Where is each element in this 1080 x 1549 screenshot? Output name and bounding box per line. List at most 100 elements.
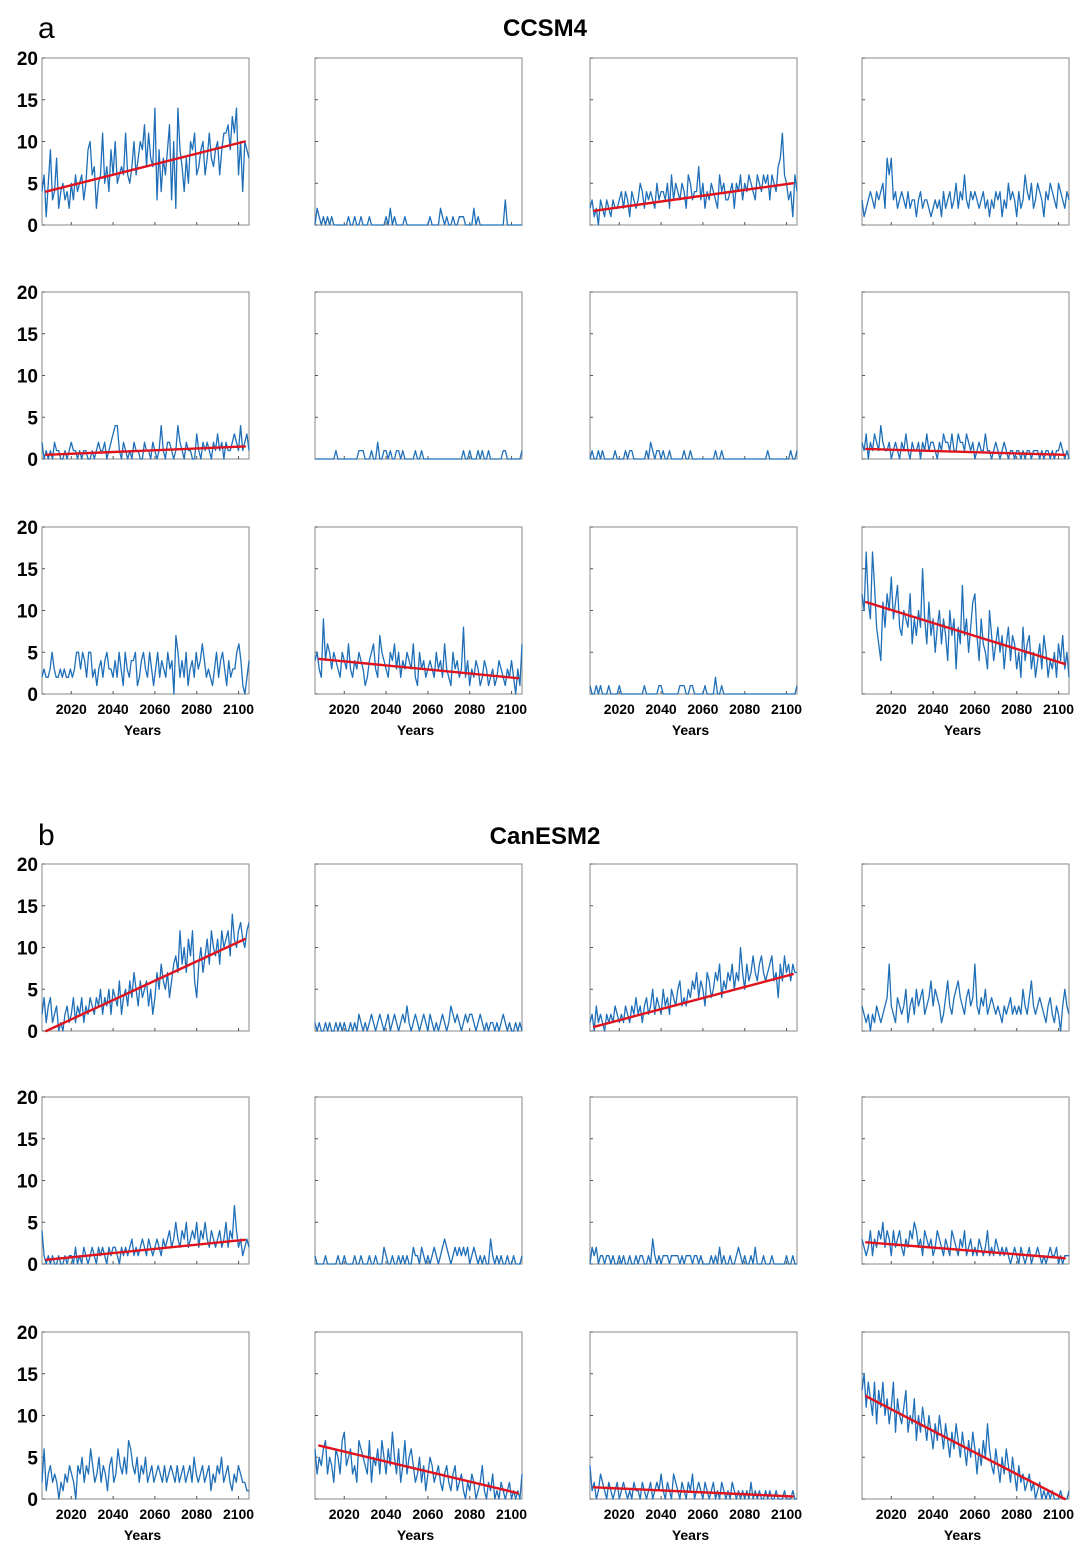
subplot-a-r3c2: 2020 2040 2060 2080 2100 Years [314, 526, 527, 738]
series-line [314, 1005, 523, 1032]
axes-frame [589, 526, 798, 695]
trend-line [317, 657, 520, 680]
axes-frame [589, 1096, 798, 1265]
series-line [589, 441, 798, 460]
series-line [314, 199, 522, 226]
x-tick-label: 2020 [876, 1506, 907, 1522]
series-line [861, 963, 1070, 1032]
axes-frame [589, 863, 798, 1032]
trend-line [44, 445, 247, 457]
x-tick-label: 2060 [959, 701, 990, 717]
y-tick-label: 15 [17, 325, 39, 346]
axes-frame [41, 291, 250, 460]
y-tick-label: 20 [17, 1323, 38, 1344]
x-tick-label: 2040 [646, 701, 677, 717]
series-line [861, 551, 1070, 678]
y-tick-label: 0 [27, 450, 38, 471]
x-tick-label: 2020 [604, 701, 635, 717]
series-line [589, 1465, 797, 1500]
subplot-b-r2c3 [589, 1096, 798, 1265]
axes-frame [314, 1331, 523, 1500]
y-tick-label: 0 [27, 1490, 38, 1511]
x-tick-label: 2080 [729, 701, 760, 717]
x-axis-label: Years [124, 1527, 162, 1543]
trend-line [592, 973, 795, 1029]
subplot-b-r3c3: 2020 2040 2060 2080 2100 Years [589, 1331, 802, 1543]
x-axis-label: Years [397, 722, 435, 738]
x-tick-label: 2040 [371, 1506, 402, 1522]
panel-b-title: CanESM2 [490, 823, 601, 850]
series-line [589, 946, 797, 1032]
x-tick-label: 2020 [876, 701, 907, 717]
axes-frame [314, 1096, 523, 1265]
subplot-a-r2c2 [314, 291, 523, 460]
x-axis-label: Years [124, 722, 162, 738]
x-tick-label: 2060 [139, 1506, 170, 1522]
y-tick-label: 0 [27, 1255, 38, 1276]
x-tick-label: 2020 [56, 701, 87, 717]
x-tick-label: 2080 [181, 701, 212, 717]
subplot-b-r1c4 [861, 863, 1070, 1032]
x-tick-label: 2020 [329, 1506, 360, 1522]
subplot-b-r2c4 [861, 1096, 1070, 1265]
subplot-b-r1c1: 0 5 10 15 20 [17, 855, 250, 1043]
x-tick-label: 2100 [496, 701, 527, 717]
series-line [861, 1373, 1070, 1500]
axes-frame [41, 1096, 250, 1265]
y-tick-label: 20 [17, 518, 38, 539]
y-tick-label: 15 [17, 1130, 39, 1151]
x-tick-label: 2040 [918, 1506, 949, 1522]
x-axis-label: Years [944, 722, 982, 738]
y-tick-label: 10 [17, 1407, 38, 1428]
trend-line [864, 1241, 1067, 1260]
x-tick-label: 2060 [412, 701, 443, 717]
x-tick-label: 2060 [959, 1506, 990, 1522]
trend-line [864, 600, 1067, 666]
y-tick-label: 10 [17, 602, 38, 623]
y-tick-label: 10 [17, 939, 38, 960]
y-tick-label: 0 [27, 1022, 38, 1043]
x-tick-label: 2080 [454, 1506, 485, 1522]
series-line [589, 132, 798, 226]
x-tick-label: 2060 [687, 1506, 718, 1522]
subplot-a-r2c1: 0 5 10 15 20 [17, 283, 250, 471]
series-line [41, 1439, 249, 1500]
x-axis-label: Years [944, 1527, 982, 1543]
subplot-b-r2c2 [314, 1096, 523, 1265]
axes-frame [589, 57, 798, 226]
subplot-b-r1c2 [314, 863, 523, 1032]
x-tick-label: 2020 [329, 701, 360, 717]
subplot-b-r3c4: 2020 2040 2060 2080 2100 Years [861, 1331, 1074, 1543]
x-tick-label: 2100 [223, 701, 254, 717]
subplot-a-r1c4 [861, 57, 1070, 226]
x-tick-label: 2040 [98, 701, 129, 717]
y-tick-label: 10 [17, 1172, 38, 1193]
trend-line [864, 447, 1067, 457]
x-tick-label: 2080 [1001, 1506, 1032, 1522]
x-axis-label: Years [672, 1527, 710, 1543]
y-tick-label: 5 [27, 174, 38, 195]
x-tick-label: 2060 [139, 701, 170, 717]
axes-frame [861, 1331, 1070, 1500]
axes-frame [41, 863, 250, 1032]
y-tick-label: 10 [17, 133, 38, 154]
panel-a-title: CCSM4 [503, 15, 588, 42]
y-tick-label: 15 [17, 91, 39, 112]
y-tick-label: 5 [27, 1213, 38, 1234]
x-tick-label: 2060 [412, 1506, 443, 1522]
series-line [314, 1238, 523, 1265]
subplot-a-r1c3 [589, 57, 798, 226]
x-tick-label: 2040 [371, 701, 402, 717]
x-tick-label: 2080 [1001, 701, 1032, 717]
y-tick-label: 5 [27, 408, 38, 429]
axes-frame [314, 863, 523, 1032]
x-tick-label: 2080 [729, 1506, 760, 1522]
panel-a-label: a [38, 12, 55, 45]
x-tick-label: 2040 [918, 701, 949, 717]
subplot-b-r3c2: 2020 2040 2060 2080 2100 Years [314, 1331, 527, 1543]
x-tick-label: 2020 [56, 1506, 87, 1522]
